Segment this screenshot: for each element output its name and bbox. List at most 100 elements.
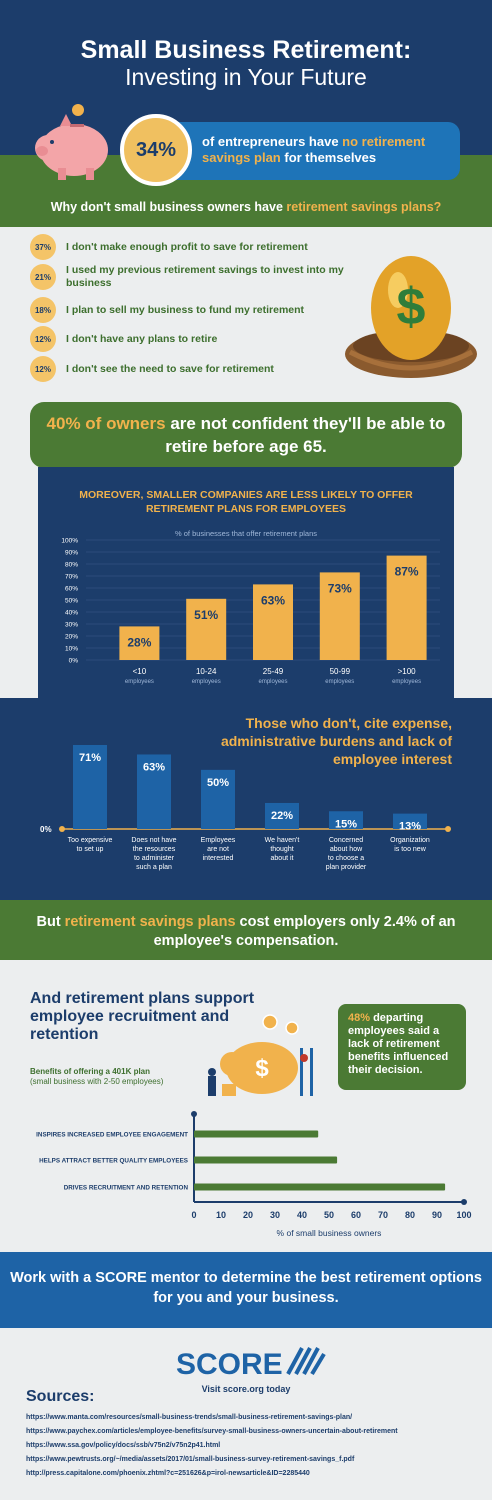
chart2-category-label: Organization [390,837,430,844]
cost-text: But retirement savings plans cost employ… [36,914,456,949]
chart2-bar [393,813,427,829]
chart1-bar [386,555,427,660]
piggy-bank-people-illustration: $ [208,1014,313,1096]
chart3-x-tick: 0 [191,1210,196,1220]
chart1-value-label: 63% [261,593,285,607]
chart1-title-line: RETIREMENT PLANS FOR EMPLOYEES [145,503,347,515]
chart1-y-tick: 10% [65,646,78,653]
chart2-value-label: 50% [207,777,229,789]
score-logo-text: SCORE [176,1348,283,1381]
reason-item: 18% I plan to sell my business to fund m… [30,297,350,323]
chart2-value-label: 22% [271,810,293,822]
chart2-category-label: Does not have [131,837,176,844]
why-question: Why don't small business owners have ret… [50,200,442,214]
reason-percent: 12% [30,326,56,352]
chart3-x-tick: 80 [405,1210,415,1220]
chart3-x-tick: 10 [216,1210,226,1220]
chart3-x-tick: 100 [456,1210,471,1220]
chart3-x-tick: 50 [324,1210,334,1220]
piggy-bank-icon [35,104,108,180]
chart1-category-sub: employees [258,679,287,685]
source-link[interactable]: https://www.paychex.com/articles/employe… [26,1428,398,1435]
chart1-y-tick: 40% [65,610,78,617]
chart2-category-label: about it [271,855,294,862]
chart2-category-label: to choose a [328,855,364,862]
chart2-value-label: 63% [143,761,165,773]
source-link[interactable]: https://www.pewtrusts.org/~/media/assets… [26,1456,355,1463]
chart3-axis-dot [461,1199,467,1205]
chart2-baseline-dot [445,826,451,832]
reason-item: 12% I don't have any plans to retire [30,326,350,352]
reason-percent: 18% [30,297,56,323]
chart1-panel [38,467,454,699]
chart2-category-label: Employees [201,837,236,844]
chart2-category-label: about how [330,846,363,853]
reason-text: I used my previous retirement savings to… [66,264,344,289]
chart1-subtitle: % of businesses that offer retirement pl… [174,529,318,538]
source-link[interactable]: https://www.ssa.gov/policy/docs/ssb/v75n… [26,1442,221,1449]
chart2-bar [73,745,107,829]
chart1-category-label: >100 [398,667,417,676]
reason-text: I plan to sell my business to fund my re… [66,303,305,316]
chart1-category-label: 50-99 [330,667,351,676]
chart1-y-tick: 100% [61,538,78,545]
chart3-x-tick: 30 [270,1210,280,1220]
chart3-x-tick: 90 [432,1210,442,1220]
chart2-bar [329,811,363,829]
chart2-baseline-label: 0% [40,825,52,834]
reason-text: I don't have any plans to retire [66,332,218,345]
chart1-value-label: 87% [395,565,419,579]
reason-item: 37% I don't make enough profit to save f… [30,234,350,260]
chart1-value-label: 73% [328,581,352,595]
chart1-title-line: MOREOVER, SMALLER COMPANIES ARE LESS LIK… [79,489,413,501]
chart1-bar [186,598,227,660]
chart3-category-label: INSPIRES INCREASED EMPLOYEE ENGAGEMENT [36,1132,188,1139]
chart3-bar [194,1130,319,1138]
chart3-svg: INSPIRES INCREASED EMPLOYEE ENGAGEMENT HE… [36,1111,472,1238]
page-title: Small Business Retirement: [80,36,412,64]
chart3-axis-dot [191,1111,197,1117]
chart2-baseline-dot [59,826,65,832]
chart1-y-tick: 50% [65,598,78,605]
chart3-category-label: HELPS ATTRACT BETTER QUALITY EMPLOYEES [39,1158,188,1165]
chart2-bar [137,754,171,829]
source-link[interactable]: http://press.capitalone.com/phoenix.zhtm… [26,1470,310,1477]
chart3-bar [194,1156,338,1164]
source-link[interactable]: https://www.manta.com/resources/small-bu… [26,1414,353,1421]
chart2-category-label: to set up [77,846,104,853]
chart3-bar [194,1183,446,1191]
chart1-y-tick: 30% [65,622,78,629]
cost-band [0,900,492,960]
stat-percent: 34% [120,114,192,186]
chart2-value-label: 15% [335,818,357,830]
chart2-value-label: 13% [399,821,421,833]
golden-egg-nest-icon: $ [345,256,477,378]
chart2-category-label: plan provider [326,864,367,871]
chart1-y-tick: 80% [65,562,78,569]
chart1-bar [253,584,293,660]
reason-percent: 12% [30,356,56,382]
stat-text: of entrepreneurs have no retirement savi… [202,134,426,165]
reason-percent: 37% [30,234,56,260]
chart1-y-tick: 90% [65,550,78,557]
chart2-category-label: interested [203,855,234,862]
stat-pill [150,122,460,180]
chart2-title: Those who don't, cite expense, administr… [220,715,452,767]
cta-banner: Work with a SCORE mentor to determine th… [0,1252,492,1328]
chart1-category-label: <10 [133,667,147,676]
chart1-bar [319,572,360,660]
visit-link[interactable]: Visit score.org today [201,1384,291,1394]
chart3-category-label: DRIVES RECRUITMENT AND RETENTION [64,1185,189,1192]
chart1-title: MOREOVER, SMALLER COMPANIES ARE LESS LIK… [60,488,432,516]
chart2-category-label: We haven't [265,837,300,844]
chart1-category-sub: employees [392,679,421,685]
chart1-category-label: 10-24 [196,667,217,676]
chart2-bar [265,802,299,829]
chart2-category-label: is too new [394,846,426,853]
chart3-x-tick: 60 [351,1210,361,1220]
recruitment-subtitle-note: (small business with 2-50 employees) [30,1077,164,1086]
recruitment-title: And retirement plans support employee re… [30,990,255,1043]
chart2-category-label: are not [207,846,229,853]
reason-item: 12% I don't see the need to save for ret… [30,356,350,382]
chart1-y-tick: 0% [69,658,79,665]
